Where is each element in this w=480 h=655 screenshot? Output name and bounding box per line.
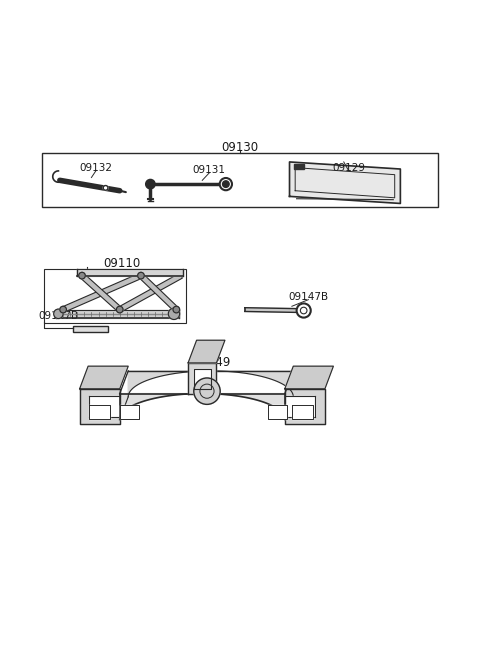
Circle shape xyxy=(173,307,180,313)
Bar xyxy=(72,326,108,331)
Text: 09131: 09131 xyxy=(193,166,226,176)
Text: 09129: 09129 xyxy=(332,163,365,173)
Polygon shape xyxy=(120,405,139,419)
Circle shape xyxy=(220,178,232,190)
Polygon shape xyxy=(194,369,211,389)
Circle shape xyxy=(54,309,63,318)
Circle shape xyxy=(79,272,85,279)
Polygon shape xyxy=(285,396,315,417)
Polygon shape xyxy=(89,396,120,417)
Circle shape xyxy=(145,179,155,189)
Polygon shape xyxy=(294,164,304,169)
Polygon shape xyxy=(285,366,334,389)
Polygon shape xyxy=(245,308,297,312)
Circle shape xyxy=(223,181,229,187)
Text: 09132: 09132 xyxy=(80,163,113,173)
Polygon shape xyxy=(77,269,183,276)
Bar xyxy=(42,153,438,207)
Polygon shape xyxy=(80,274,121,312)
Circle shape xyxy=(117,307,123,313)
Polygon shape xyxy=(80,366,128,389)
Circle shape xyxy=(168,308,180,320)
Bar xyxy=(44,269,186,323)
Polygon shape xyxy=(139,274,178,312)
Polygon shape xyxy=(289,162,400,204)
Polygon shape xyxy=(188,363,216,394)
Polygon shape xyxy=(268,405,287,419)
Polygon shape xyxy=(188,340,225,363)
Circle shape xyxy=(194,378,220,404)
Polygon shape xyxy=(128,371,293,397)
Polygon shape xyxy=(56,310,179,318)
Text: 09130: 09130 xyxy=(221,141,259,154)
Polygon shape xyxy=(89,405,110,419)
Polygon shape xyxy=(80,389,120,424)
Text: 09127B: 09127B xyxy=(38,310,78,321)
Circle shape xyxy=(103,185,108,190)
Polygon shape xyxy=(119,273,182,312)
Circle shape xyxy=(297,303,311,318)
Text: 09149: 09149 xyxy=(193,356,230,369)
Text: 09110: 09110 xyxy=(104,257,141,271)
Polygon shape xyxy=(292,405,313,419)
Circle shape xyxy=(60,307,66,313)
Polygon shape xyxy=(120,394,285,419)
Polygon shape xyxy=(62,273,142,312)
Circle shape xyxy=(138,272,144,279)
Polygon shape xyxy=(285,389,325,424)
Text: 09147B: 09147B xyxy=(288,292,328,302)
